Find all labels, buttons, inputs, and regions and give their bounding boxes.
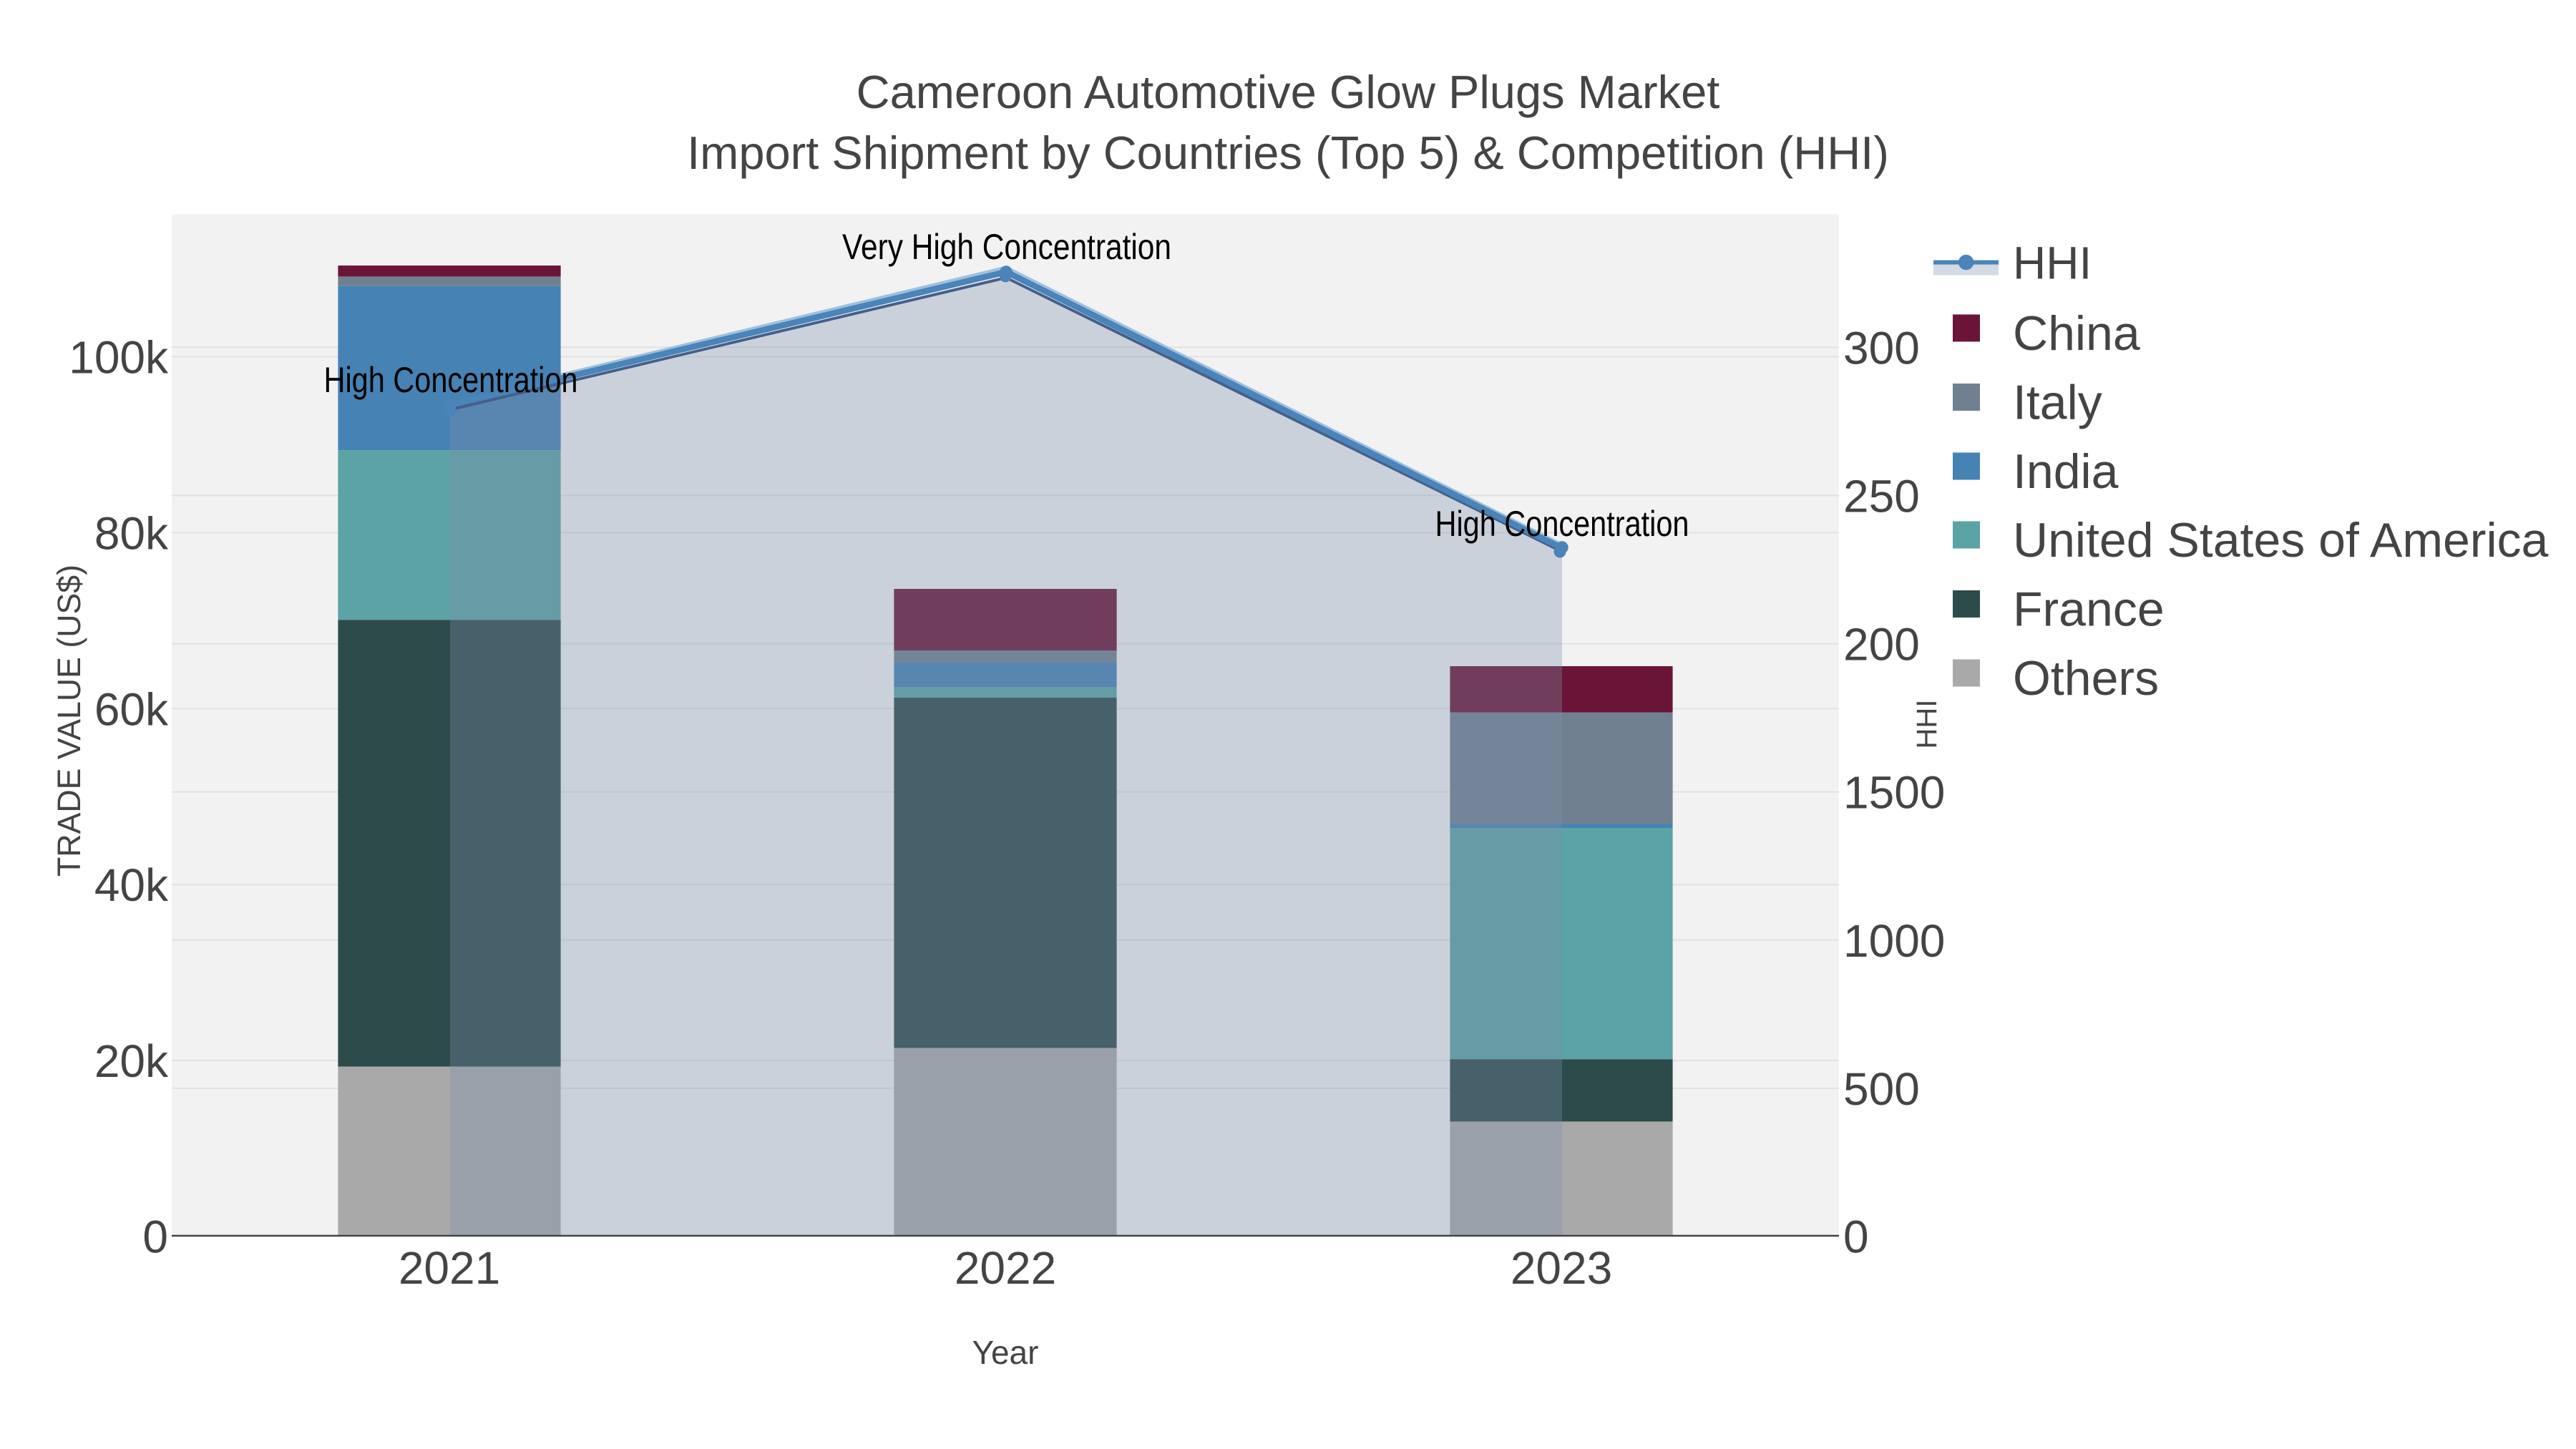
svg-text:United States of America: United States of America [2013, 513, 2549, 567]
svg-text:300: 300 [1843, 322, 1920, 374]
svg-text:200: 200 [1843, 619, 1920, 670]
svg-text:1000: 1000 [1843, 915, 1945, 967]
svg-text:60k: 60k [94, 683, 169, 735]
svg-text:40k: 40k [94, 859, 169, 911]
svg-text:Import Shipment by Countries (: Import Shipment by Countries (Top 5) & C… [687, 127, 1889, 179]
svg-text:0: 0 [142, 1211, 168, 1263]
svg-text:France: France [2013, 582, 2165, 637]
svg-text:20k: 20k [94, 1035, 169, 1087]
svg-text:HHI: HHI [2013, 238, 2092, 289]
svg-text:TRADE VALUE (US$): TRADE VALUE (US$) [51, 565, 87, 877]
svg-text:Very High Concentration: Very High Concentration [842, 227, 1171, 267]
svg-text:2023: 2023 [1511, 1242, 1612, 1294]
svg-text:High Concentration: High Concentration [324, 360, 578, 400]
svg-text:Italy: Italy [2013, 376, 2102, 430]
svg-text:500: 500 [1843, 1063, 1920, 1115]
svg-text:High Concentration: High Concentration [1435, 504, 1689, 544]
svg-text:100k: 100k [69, 332, 169, 384]
svg-text:Year: Year [972, 1334, 1039, 1371]
svg-text:250: 250 [1843, 470, 1920, 522]
svg-text:Cameroon Automotive Glow Plugs: Cameroon Automotive Glow Plugs Market [857, 66, 1720, 118]
svg-text:2022: 2022 [955, 1242, 1056, 1294]
svg-text:0: 0 [1843, 1211, 1869, 1263]
svg-text:Others: Others [2013, 651, 2159, 706]
svg-text:2021: 2021 [399, 1242, 500, 1294]
svg-text:80k: 80k [94, 507, 169, 559]
svg-text:HHI: HHI [1911, 700, 1943, 749]
svg-text:China: China [2013, 306, 2140, 361]
svg-text:1500: 1500 [1843, 767, 1945, 819]
svg-text:India: India [2013, 444, 2119, 499]
